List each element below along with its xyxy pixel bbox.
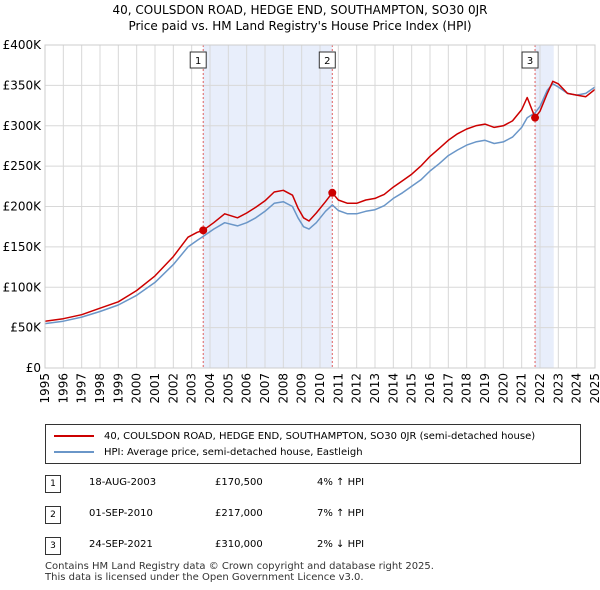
legend-label-price: 40, COULSDON ROAD, HEDGE END, SOUTHAMPTO… [104, 430, 536, 442]
price-paid-line [44, 80, 596, 322]
x-tick-label: 2012 [350, 373, 364, 404]
x-tick-label: 1997 [75, 373, 89, 404]
transaction-hpi-change: 2% ↓ HPI [317, 539, 365, 550]
sale-number-box [318, 51, 336, 69]
chart-subtitle: Price paid vs. HM Land Registry's House … [128, 19, 472, 33]
y-tick-label: £250K [3, 159, 43, 173]
x-tick-label: 2005 [221, 373, 235, 404]
x-tick-label: 2007 [258, 373, 272, 404]
transaction-number-badge: 3 [45, 537, 61, 555]
x-tick-label: 2013 [368, 373, 382, 404]
x-tick-label: 2008 [276, 373, 290, 404]
transaction-price: £217,000 [215, 508, 263, 519]
x-tick-label: 2022 [533, 373, 547, 404]
legend-line-hpi [54, 451, 94, 453]
x-tick-label: 2001 [148, 373, 162, 404]
x-tick-label: 2010 [313, 373, 327, 404]
transaction-date: 01-SEP-2010 [89, 508, 153, 519]
hpi-line [44, 83, 596, 325]
price-chart: £0 £50K £100K £150K £200K £250K £300K £350K £400… [3, 38, 600, 404]
x-tick-label: 2002 [166, 373, 180, 404]
transaction-number-badge: 1 [45, 475, 61, 493]
transaction-hpi-change: 7% ↑ HPI [317, 508, 365, 519]
x-tick-label: 2000 [130, 373, 144, 404]
footer-attribution: Contains HM Land Registry data © Crown c… [45, 561, 434, 583]
x-tick-label: 2003 [185, 373, 199, 404]
transaction-date: 18-AUG-2003 [89, 477, 157, 488]
y-tick-label: £100K [3, 280, 43, 294]
x-tick-label: 2017 [441, 373, 455, 404]
x-tick-label: 2021 [515, 373, 529, 404]
x-tick-label: 2014 [386, 373, 400, 404]
transaction-row: 2 01-SEP-2010 £217,000 7% ↑ HPI [45, 506, 585, 526]
x-tick-label: 2015 [405, 373, 419, 404]
y-tick-label: £350K [3, 78, 43, 92]
footer-line-licence: This data is licensed under the Open Gov… [45, 572, 364, 583]
sale-number-box [189, 51, 207, 69]
x-tick-label: 1996 [56, 373, 70, 404]
x-tick-label: 1998 [93, 373, 107, 404]
y-tick-label: £400K [3, 38, 43, 52]
y-tick-label: £200K [3, 200, 43, 214]
x-tick-label: 2009 [295, 373, 309, 404]
x-tick-label: 2024 [570, 373, 584, 404]
x-tick-label: 2018 [460, 373, 474, 404]
x-tick-label: 2020 [496, 373, 510, 404]
sale-point [328, 188, 337, 197]
footer-line-copyright: Contains HM Land Registry data © Crown c… [45, 561, 434, 572]
transaction-date: 24-SEP-2021 [89, 539, 153, 550]
sale-point [199, 226, 208, 235]
x-tick-label: 2019 [478, 373, 492, 404]
transaction-price: £170,500 [215, 477, 263, 488]
x-tick-label: 1999 [111, 373, 125, 404]
sale-point [531, 113, 540, 122]
sale-number-label: 1 [195, 56, 201, 67]
plot-border [44, 44, 596, 369]
legend-line-price [54, 435, 94, 437]
x-tick-label: 2025 [588, 373, 600, 404]
x-tick-label: 2016 [423, 373, 437, 404]
x-tick-label: 2006 [240, 373, 254, 404]
transaction-row: 1 18-AUG-2003 £170,500 4% ↑ HPI [45, 475, 585, 495]
x-tick-label: 2023 [551, 373, 565, 404]
sale-number-label: 3 [527, 56, 533, 67]
legend-item-price: 40, COULSDON ROAD, HEDGE END, SOUTHAMPTO… [54, 429, 535, 443]
sale-number-label: 2 [324, 56, 330, 67]
chart-legend: 40, COULSDON ROAD, HEDGE END, SOUTHAMPTO… [45, 424, 581, 464]
transaction-price: £310,000 [215, 539, 263, 550]
x-tick-label: 2011 [331, 373, 345, 404]
y-tick-label: £50K [10, 321, 42, 335]
chart-title: 40, COULSDON ROAD, HEDGE END, SOUTHAMPTO… [112, 3, 488, 17]
transaction-row: 3 24-SEP-2021 £310,000 2% ↓ HPI [45, 537, 585, 557]
y-tick-label: £0 [26, 361, 41, 375]
x-tick-label: 1995 [38, 373, 52, 404]
sale-number-box [521, 51, 539, 69]
y-tick-label: £150K [3, 240, 43, 254]
legend-item-hpi: HPI: Average price, semi-detached house,… [54, 445, 363, 459]
transaction-hpi-change: 4% ↑ HPI [317, 477, 365, 488]
y-tick-label: £300K [3, 119, 43, 133]
legend-label-hpi: HPI: Average price, semi-detached house,… [104, 446, 363, 458]
transaction-number-badge: 2 [45, 506, 61, 524]
x-tick-label: 2004 [203, 373, 217, 404]
